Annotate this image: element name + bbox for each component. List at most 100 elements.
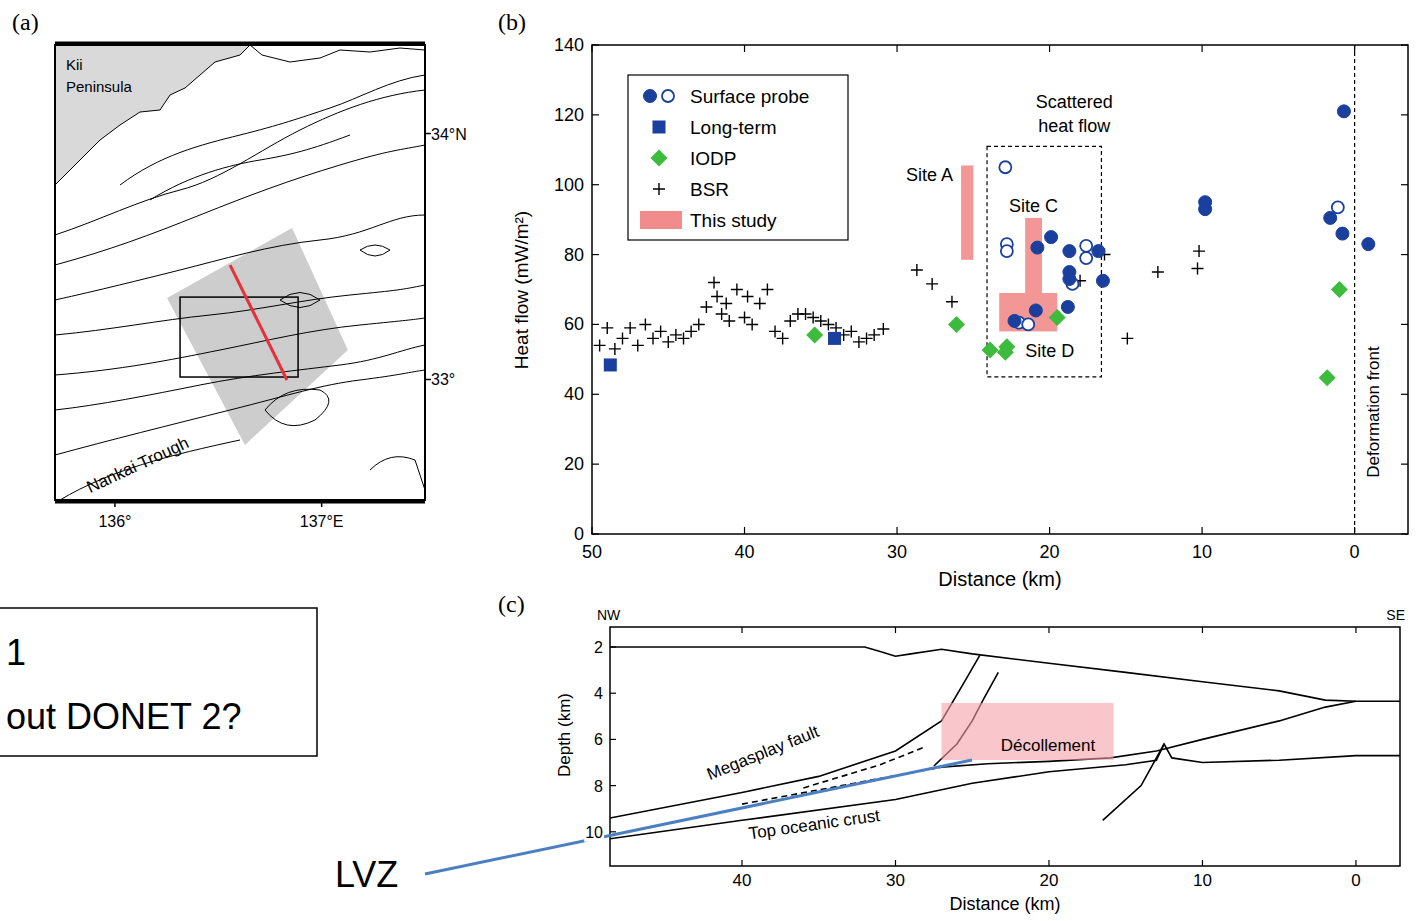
y-tick-label: 100 bbox=[554, 175, 584, 195]
study-area bbox=[167, 228, 348, 445]
point bbox=[693, 318, 705, 330]
panel-label: (b) bbox=[498, 9, 526, 35]
legend-label: Surface probe bbox=[690, 86, 809, 107]
plot-area-b bbox=[594, 45, 1375, 534]
point bbox=[853, 336, 865, 348]
y-tick bbox=[610, 739, 616, 740]
point bbox=[761, 284, 773, 296]
y-tick bbox=[610, 646, 616, 647]
legend: Surface probeLong-termIODPBSRThis study bbox=[628, 75, 848, 240]
point bbox=[754, 297, 766, 309]
legend-label: This study bbox=[690, 210, 777, 231]
point bbox=[868, 329, 880, 341]
point bbox=[800, 308, 812, 320]
site-label: Site A bbox=[906, 165, 953, 185]
y-tick-label: 0 bbox=[574, 524, 584, 544]
point bbox=[926, 278, 938, 290]
profile-line bbox=[230, 265, 287, 380]
contour bbox=[55, 370, 425, 455]
x-tick-label: 10 bbox=[1192, 542, 1212, 562]
point bbox=[1336, 227, 1349, 240]
y-tick-label: 34°N bbox=[431, 126, 467, 143]
point bbox=[1324, 211, 1337, 224]
x-tick bbox=[591, 527, 592, 534]
point bbox=[594, 339, 606, 351]
point bbox=[1080, 252, 1092, 264]
point bbox=[708, 277, 720, 289]
y-tick bbox=[1401, 254, 1408, 255]
land bbox=[55, 45, 250, 185]
y-tick bbox=[610, 693, 616, 694]
y-tick bbox=[592, 184, 599, 185]
point bbox=[604, 358, 617, 371]
x-tick bbox=[1049, 527, 1050, 534]
x-axis-title: Distance (km) bbox=[938, 568, 1061, 590]
y-tick-label: 140 bbox=[554, 35, 584, 55]
point bbox=[999, 161, 1011, 173]
site-label: Site C bbox=[1009, 196, 1058, 216]
x-tick bbox=[1049, 45, 1050, 52]
y-tick bbox=[592, 324, 599, 325]
point bbox=[716, 308, 728, 320]
x-tick bbox=[895, 627, 896, 633]
x-tick bbox=[744, 527, 745, 534]
point bbox=[1121, 332, 1133, 344]
place-label-line: Peninsula bbox=[66, 78, 133, 95]
contour bbox=[360, 245, 390, 256]
annotation-line: Scattered bbox=[1036, 92, 1113, 112]
legend-marker bbox=[651, 150, 668, 167]
point bbox=[639, 318, 651, 330]
point bbox=[624, 322, 636, 334]
callout-label: LVZ bbox=[335, 854, 398, 895]
x-tick-label: 0 bbox=[1350, 542, 1360, 562]
point bbox=[1080, 240, 1092, 252]
note-box bbox=[0, 608, 317, 756]
legend-marker bbox=[653, 121, 666, 134]
place-label: Nankai Trough bbox=[84, 433, 192, 497]
contour bbox=[280, 293, 320, 308]
point bbox=[845, 325, 857, 337]
y-tick bbox=[1401, 184, 1408, 185]
y-tick bbox=[1401, 44, 1408, 45]
point bbox=[700, 301, 712, 313]
y-tick-label: 80 bbox=[564, 245, 584, 265]
contour bbox=[150, 135, 350, 200]
y-tick bbox=[592, 254, 599, 255]
point bbox=[601, 322, 613, 334]
map-frame bbox=[55, 45, 425, 500]
x-tick bbox=[321, 500, 323, 507]
y-tick-label: 33° bbox=[431, 371, 455, 388]
point bbox=[746, 318, 758, 330]
panel-label: (c) bbox=[498, 591, 525, 617]
label-patch bbox=[593, 777, 604, 796]
legend-marker bbox=[653, 183, 665, 195]
x-tick-label: 137°E bbox=[300, 513, 344, 530]
point bbox=[1096, 274, 1109, 287]
y-tick bbox=[610, 785, 616, 786]
y-tick-label: 20 bbox=[564, 454, 584, 474]
y-tick-label: 8 bbox=[594, 778, 603, 795]
coastline bbox=[250, 45, 425, 62]
point bbox=[1022, 318, 1034, 330]
point bbox=[822, 318, 834, 330]
label-patch bbox=[584, 823, 604, 842]
x-tick bbox=[1048, 860, 1049, 866]
highlight-zone bbox=[942, 703, 1114, 760]
y-tick bbox=[592, 394, 599, 395]
point bbox=[777, 332, 789, 344]
feature-label: Décollement bbox=[1001, 736, 1096, 755]
place-label: KiiPeninsula bbox=[66, 56, 133, 95]
contour bbox=[55, 285, 425, 335]
point bbox=[1001, 245, 1013, 257]
y-tick-label: 4 bbox=[594, 685, 603, 702]
point bbox=[1029, 304, 1042, 317]
point bbox=[946, 296, 958, 308]
y-tick-label: 6 bbox=[594, 731, 603, 748]
point bbox=[739, 311, 751, 323]
point bbox=[742, 290, 754, 302]
x-tick bbox=[741, 627, 742, 633]
panel-label: (a) bbox=[12, 9, 39, 35]
map-area bbox=[55, 45, 425, 500]
x-tick-label: 40 bbox=[735, 542, 755, 562]
point bbox=[609, 343, 621, 355]
